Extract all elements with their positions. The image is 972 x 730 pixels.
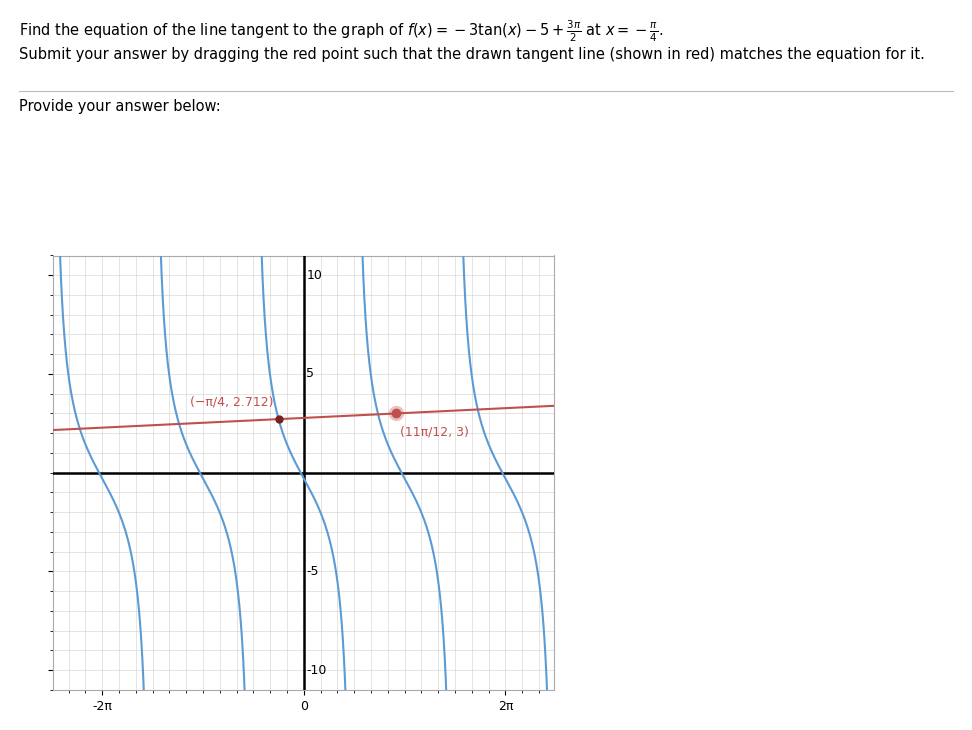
- Text: -10: -10: [306, 664, 327, 677]
- Text: Find the equation of the line tangent to the graph of $f(x) = -3\tan (x) - 5 + \: Find the equation of the line tangent to…: [19, 18, 664, 44]
- Text: 5: 5: [306, 367, 314, 380]
- Text: (−π/4, 2.712): (−π/4, 2.712): [191, 395, 274, 408]
- Text: Submit your answer by dragging the red point such that the drawn tangent line (s: Submit your answer by dragging the red p…: [19, 47, 925, 63]
- Text: Provide your answer below:: Provide your answer below:: [19, 99, 222, 114]
- Text: -5: -5: [306, 565, 319, 578]
- Text: (11π/12, 3): (11π/12, 3): [400, 426, 469, 438]
- Text: 10: 10: [306, 269, 322, 282]
